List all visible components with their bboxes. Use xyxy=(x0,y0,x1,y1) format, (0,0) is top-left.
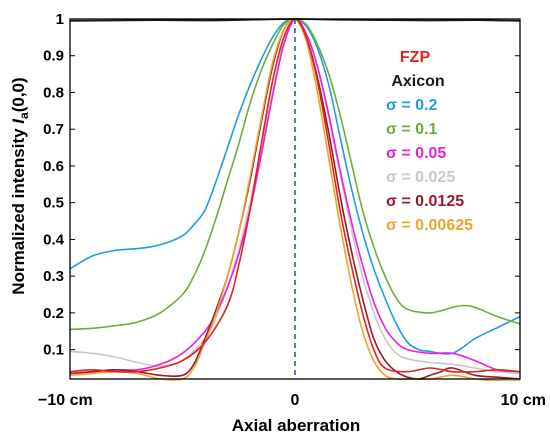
legend-label: Axicon xyxy=(391,73,444,90)
y-axis-title: Normalized intensity Ia(0,0) xyxy=(9,77,31,294)
x-axis-title: Axial aberration xyxy=(232,416,361,435)
y-axis-title-italic: I xyxy=(9,118,28,124)
y-tick-label: 0.8 xyxy=(43,84,64,101)
legend-label: FZP xyxy=(400,49,431,66)
y-tick-label: 0.9 xyxy=(43,48,64,65)
legend-label: σ = 0.00625 xyxy=(386,217,473,234)
y-axis-title-text: Normalized intensity xyxy=(9,124,28,295)
x-tick-label: 0 xyxy=(291,392,300,409)
legend-label: σ = 0.2 xyxy=(386,97,438,114)
y-tick-label: 0.1 xyxy=(43,342,64,359)
y-tick-label: 1 xyxy=(56,11,64,28)
legend-label: σ = 0.0125 xyxy=(386,193,464,210)
y-tick-label: 0.6 xyxy=(43,158,64,175)
series-line-sigma-0-1 xyxy=(70,18,520,331)
legend: FZP Axicon σ = 0.2 σ = 0.1 σ = 0.05 σ = 0.025… xyxy=(386,49,473,234)
y-tick-label: 0.4 xyxy=(43,231,65,248)
plot-frame xyxy=(69,18,521,380)
legend-label: σ = 0.1 xyxy=(386,121,438,138)
series-line-sigma-0-05 xyxy=(70,17,520,375)
y-tick-label: 0.7 xyxy=(43,121,64,138)
series-line-fzp xyxy=(70,18,520,373)
y-axis: 0.1 0.2 0.3 0.4 0.5 0.6 0.7 0.8 0.9 1 xyxy=(43,11,520,359)
y-axis-title-tail: (0,0) xyxy=(9,77,28,112)
x-tick-label: −10 cm xyxy=(38,392,93,409)
y-tick-label: 0.2 xyxy=(43,305,64,322)
legend-label: σ = 0.025 xyxy=(386,169,455,186)
y-tick-label: 0.5 xyxy=(43,195,64,212)
y-axis-title-subscript: a xyxy=(17,112,31,119)
x-tick-label: 10 cm xyxy=(501,392,546,409)
legend-label: σ = 0.05 xyxy=(386,145,446,162)
y-tick-label: 0.3 xyxy=(43,268,64,285)
x-axis: −10 cm 0 10 cm xyxy=(38,392,546,409)
